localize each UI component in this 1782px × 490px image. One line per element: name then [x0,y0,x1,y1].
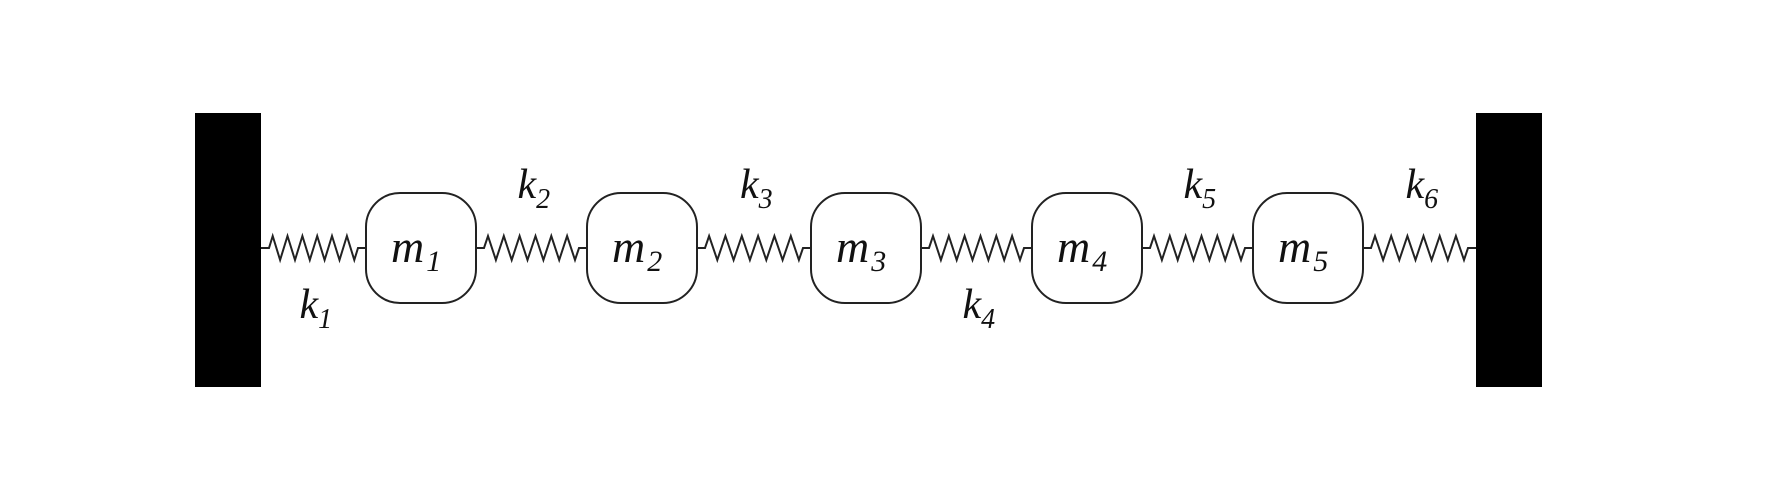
mass-m1 [365,192,477,304]
spring-k2 [476,232,587,264]
spring-label-k4: k4 [963,282,996,335]
right-wall [1476,113,1542,387]
mass-label-m5: m5 [1278,221,1328,278]
mass-m3 [810,192,922,304]
spring-label-k2: k2 [518,162,551,215]
spring-label-k6: k6 [1406,162,1439,215]
spring-label-k3: k3 [740,162,773,215]
spring-k3 [697,232,811,264]
mass-label-m3: m3 [836,221,886,278]
mass-m4 [1031,192,1143,304]
spring-k6 [1363,232,1476,264]
spring-k4 [921,232,1032,264]
left-wall [195,113,261,387]
springs-layer [261,232,1476,264]
masses-layer [365,192,1364,304]
mass-label-m2: m2 [612,221,662,278]
mass-m5 [1252,192,1364,304]
spring-k1 [261,232,366,264]
mass-m2 [586,192,698,304]
mass-label-m1: m1 [391,221,441,278]
spring-label-k1: k1 [300,282,333,335]
spring-label-k5: k5 [1184,162,1217,215]
mass-label-m4: m4 [1057,221,1107,278]
labels-layer: k1 k2 k3 k4 k5 k6 m1 m2 m3 m4 m5 [300,162,1439,335]
spring-k5 [1142,232,1253,264]
